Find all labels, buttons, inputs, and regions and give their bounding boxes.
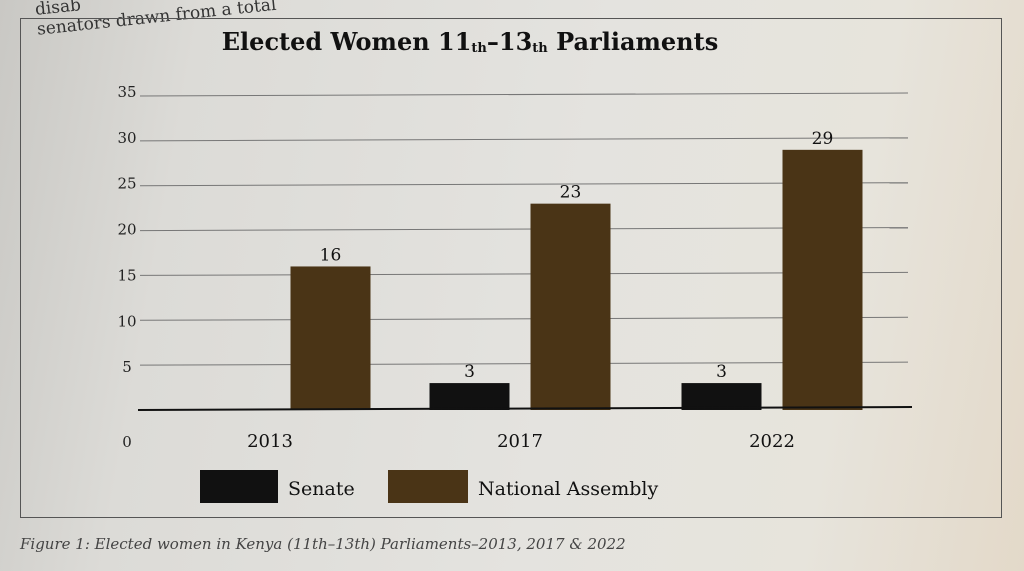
y-tick-label: 30 bbox=[117, 129, 136, 147]
grid-line bbox=[139, 361, 909, 366]
y-tick-label: 25 bbox=[117, 175, 136, 193]
bar-national-assembly-2022 bbox=[782, 149, 863, 411]
bar-national-assembly-2013 bbox=[290, 266, 371, 410]
grid-line bbox=[139, 182, 909, 187]
y-tick-label: 15 bbox=[117, 266, 136, 284]
grid-line bbox=[139, 92, 909, 97]
figure-caption: Figure 1: Elected women in Kenya (11th–1… bbox=[20, 535, 626, 553]
grid-line bbox=[139, 227, 909, 232]
grid-line bbox=[139, 316, 909, 321]
chart-title: Elected Women 11th–13th Parliaments bbox=[222, 27, 718, 56]
y-tick-label: 0 bbox=[122, 433, 132, 451]
x-axis-line bbox=[137, 406, 913, 411]
legend-label: Senate bbox=[288, 478, 355, 500]
chart-frame bbox=[20, 18, 1002, 518]
data-label: 29 bbox=[812, 129, 834, 149]
data-labels: 16 3 23 3 29 bbox=[320, 129, 834, 382]
bar-senate-2022 bbox=[681, 383, 762, 410]
y-tick-label: 20 bbox=[117, 221, 136, 239]
grid-line bbox=[139, 137, 909, 142]
legend-swatch bbox=[200, 470, 278, 503]
x-tick-label: 2017 bbox=[497, 431, 543, 452]
grid-line bbox=[139, 271, 909, 276]
grid-lines bbox=[139, 92, 909, 366]
legend-label: National Assembly bbox=[478, 478, 659, 500]
data-label: 23 bbox=[560, 183, 582, 203]
bar-senate-2017 bbox=[429, 383, 510, 410]
legend-swatch bbox=[388, 470, 468, 503]
y-tick-label: 5 bbox=[122, 358, 132, 376]
legend: Senate National Assembly bbox=[200, 470, 659, 503]
x-tick-label: 2013 bbox=[247, 431, 293, 452]
data-label: 3 bbox=[464, 362, 475, 382]
bar-national-assembly-2017 bbox=[530, 203, 611, 410]
y-axis-ticks: 0 5 10 15 20 25 30 35 bbox=[117, 83, 136, 451]
data-label: 3 bbox=[716, 362, 727, 382]
x-axis-ticks: 2013 2017 2022 bbox=[247, 431, 795, 452]
x-tick-label: 2022 bbox=[749, 431, 795, 452]
y-tick-label: 10 bbox=[117, 312, 136, 330]
data-label: 16 bbox=[320, 245, 342, 265]
y-tick-label: 35 bbox=[117, 83, 136, 101]
bars bbox=[290, 149, 863, 411]
